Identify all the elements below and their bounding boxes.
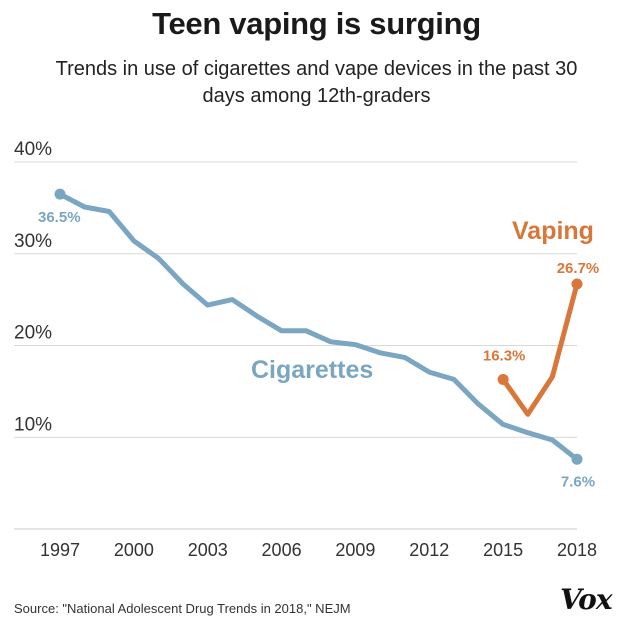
vaping-series-name: Vaping xyxy=(512,217,594,245)
series-marker-cigarettes xyxy=(571,453,583,465)
y-tick-label: 10% xyxy=(14,414,52,435)
x-tick-label: 2015 xyxy=(483,540,523,560)
y-tick-label: 40% xyxy=(14,139,52,160)
x-tick-label: 2018 xyxy=(557,540,597,560)
source-note: Source: "National Adolescent Drug Trends… xyxy=(14,601,351,616)
x-tick-label: 2012 xyxy=(409,540,449,560)
y-tick-label: 30% xyxy=(14,231,52,252)
x-tick-label: 2000 xyxy=(114,540,154,560)
series-line-cigarettes xyxy=(57,191,580,462)
cigarettes-end-label: 7.6% xyxy=(561,473,595,490)
cigarettes-series-name: Cigarettes xyxy=(251,356,373,384)
series-marker-vaping xyxy=(571,278,583,290)
vox-logo: Vox xyxy=(560,583,613,616)
series-marker-cigarettes xyxy=(54,188,66,200)
vaping-end-label: 26.7% xyxy=(557,260,600,277)
vaping-start-label: 16.3% xyxy=(483,347,526,364)
y-tick-label: 20% xyxy=(14,323,52,344)
chart-subtitle: Trends in use of cigarettes and vape dev… xyxy=(55,58,578,107)
series-marker-vaping xyxy=(497,373,509,385)
series-line-vaping xyxy=(500,281,580,417)
x-tick-label: 2003 xyxy=(188,540,228,560)
chart-title: Teen vaping is surging xyxy=(152,6,481,41)
x-tick-label: 2006 xyxy=(262,540,302,560)
x-tick-label: 2009 xyxy=(335,540,375,560)
x-tick-label: 1997 xyxy=(40,540,80,560)
cigarettes-start-label: 36.5% xyxy=(38,209,81,226)
